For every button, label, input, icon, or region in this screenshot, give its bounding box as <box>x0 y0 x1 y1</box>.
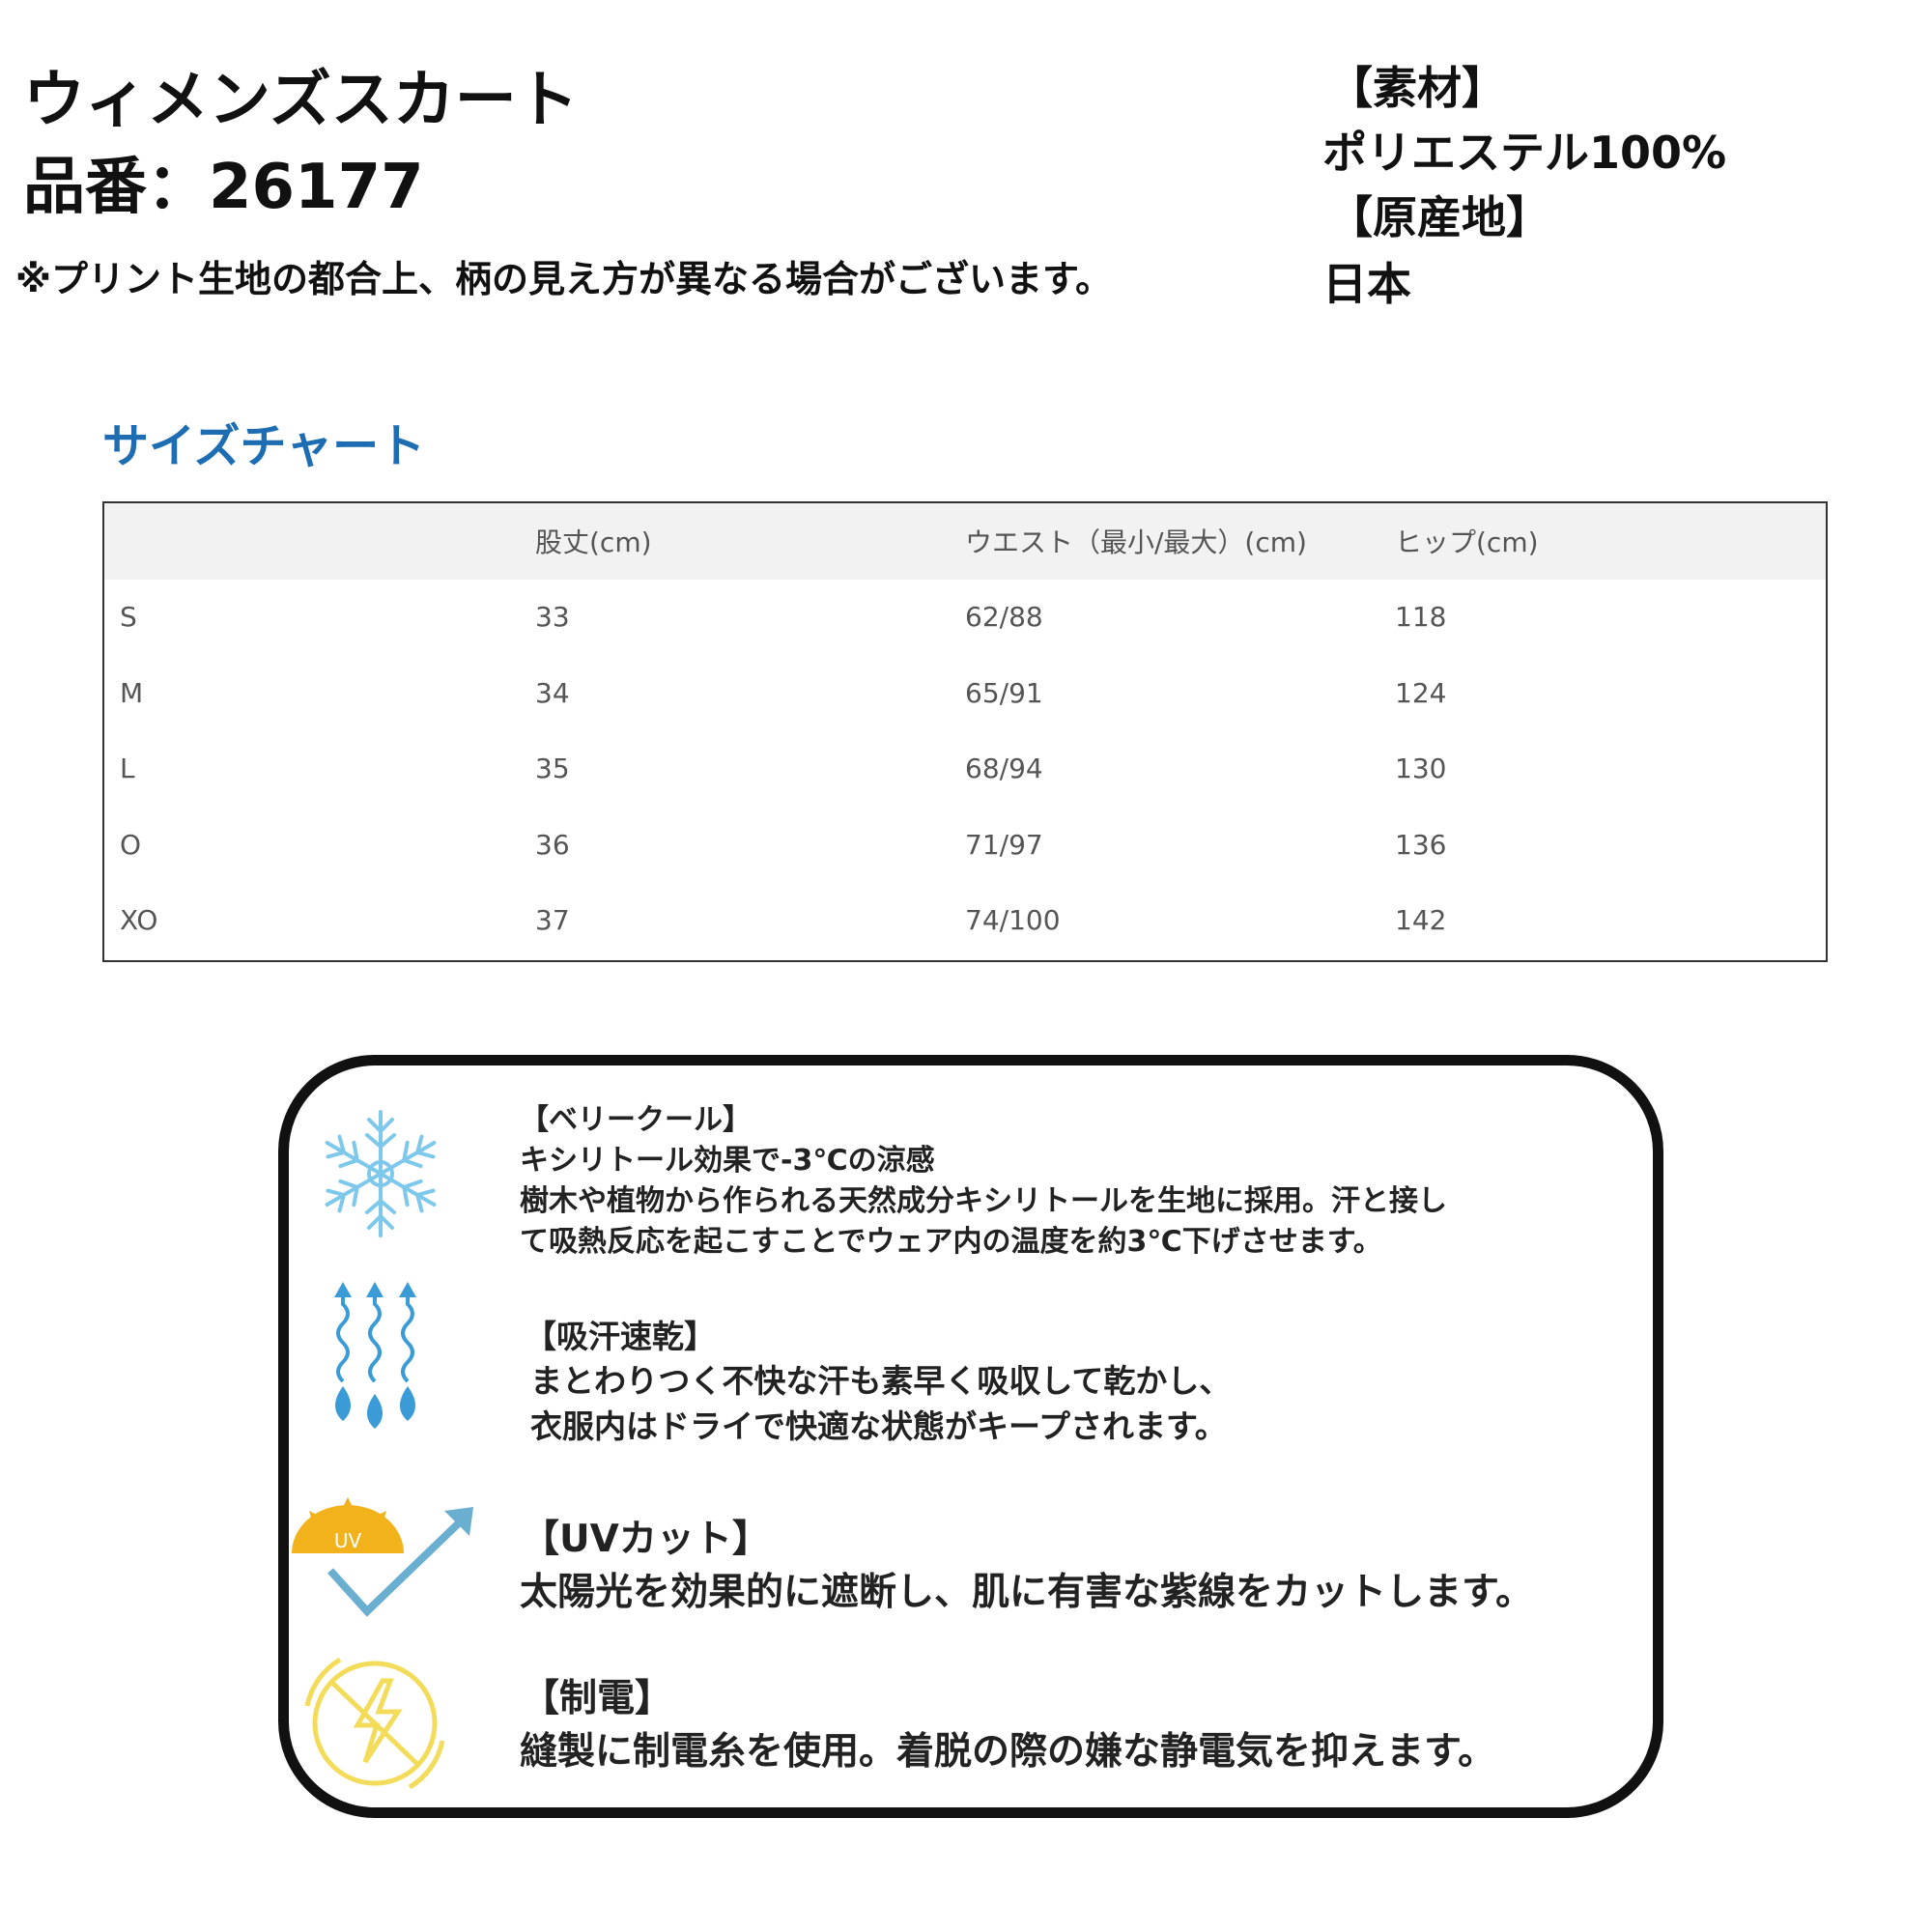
inseam-cell: 37 <box>535 904 570 937</box>
size-cell: L <box>120 753 135 785</box>
table-row: S 33 62/88 118 <box>104 580 1826 656</box>
hip-cell: 136 <box>1395 828 1447 861</box>
feature-line: 樹木や植物から作られる天然成分キシリトールを生地に採用。汗と接し <box>520 1184 1447 1218</box>
waist-cell: 68/94 <box>965 753 1043 785</box>
feature-heading-uvcut: 【UVカット】 <box>522 1518 770 1561</box>
feature-line: 衣服内はドライで快適な状態がキープされます。 <box>530 1407 1227 1445</box>
uv-label: UV <box>334 1529 362 1552</box>
snowflake-icon <box>318 1110 443 1237</box>
inseam-cell: 33 <box>535 601 570 634</box>
feature-line: まとわりつく不快な汗も素早く吸収して乾かし、 <box>530 1362 1232 1400</box>
header-size <box>104 503 535 580</box>
size-cell: XO <box>120 904 158 937</box>
table-row: O 36 71/97 136 <box>104 807 1826 883</box>
header-waist: ウエスト（最小/最大）(cm) <box>965 526 1307 559</box>
uv-cut-icon: UV <box>292 1497 473 1617</box>
inseam-cell: 36 <box>535 828 570 861</box>
hip-cell: 130 <box>1395 753 1447 785</box>
header-hip: ヒップ(cm) <box>1395 526 1539 559</box>
material-value: ポリエステル100% <box>1322 127 1727 179</box>
size-cell: O <box>120 828 142 861</box>
table-header-row: 股丈(cm) ウエスト（最小/最大）(cm) ヒップ(cm) <box>104 503 1826 580</box>
size-cell: M <box>120 676 144 709</box>
table-row: L 35 68/94 130 <box>104 731 1826 808</box>
waist-cell: 74/100 <box>965 904 1061 937</box>
feature-line: 太陽光を効果的に遮断し、肌に有害な紫線をカットします。 <box>520 1571 1534 1614</box>
antistatic-icon <box>304 1657 445 1790</box>
table-row: M 34 65/91 124 <box>104 655 1826 731</box>
origin-label: 【原産地】 <box>1328 191 1550 243</box>
features-box <box>278 1055 1663 1818</box>
hip-cell: 124 <box>1395 676 1447 709</box>
size-chart-table: 股丈(cm) ウエスト（最小/最大）(cm) ヒップ(cm) S 33 62/88 1… <box>102 501 1828 962</box>
feature-line: 縫製に制電糸を使用。着脱の際の嫌な静電気を抑えます。 <box>520 1730 1496 1774</box>
product-title: ウィメンズスカート <box>23 65 579 136</box>
feature-line: て吸熱反応を起こすことでウェア内の温度を約3℃下げさせます。 <box>520 1225 1382 1259</box>
inseam-cell: 34 <box>535 676 570 709</box>
waist-cell: 62/88 <box>965 601 1043 634</box>
hip-cell: 142 <box>1395 904 1447 937</box>
hip-cell: 118 <box>1395 601 1447 634</box>
header-inseam: 股丈(cm) <box>535 526 652 559</box>
feature-heading-antistatic: 【制電】 <box>522 1677 673 1720</box>
feature-line: キシリトール効果で-3℃の涼感 <box>520 1144 935 1178</box>
part-number: 品番：26177 <box>23 152 424 223</box>
print-note: ※プリント生地の都合上、柄の見え方が異なる場合がございます。 <box>15 258 1113 300</box>
sweat-drops-icon <box>334 1282 416 1429</box>
size-chart-title: サイズチャート <box>102 419 426 473</box>
waist-cell: 65/91 <box>965 676 1043 709</box>
material-label: 【素材】 <box>1328 62 1506 114</box>
waist-cell: 71/97 <box>965 828 1043 861</box>
size-cell: S <box>120 601 137 634</box>
feature-heading-quickdry: 【吸汗速乾】 <box>525 1318 716 1355</box>
feature-heading-verycool: 【ベリークール】 <box>520 1103 752 1137</box>
table-row: XO 37 74/100 142 <box>104 883 1826 959</box>
inseam-cell: 35 <box>535 753 570 785</box>
origin-value: 日本 <box>1322 258 1411 310</box>
